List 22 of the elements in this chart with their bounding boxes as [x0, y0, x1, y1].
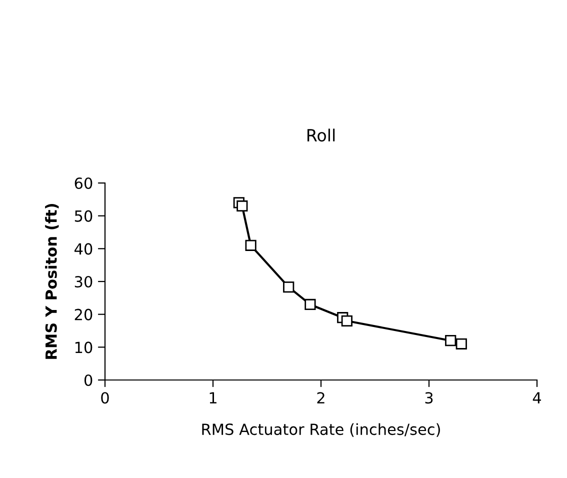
y-tick-label: 50 — [74, 210, 92, 222]
x-tick-label: 4 — [532, 392, 542, 404]
x-tick-label: 1 — [210, 392, 216, 404]
chart-title: Roll — [307, 128, 335, 142]
y-tick-label: 10 — [75, 342, 92, 354]
y-tick-label: 20 — [74, 308, 92, 320]
y-tick-label: 0 — [84, 374, 92, 386]
point — [456, 338, 467, 350]
y-tick-label: 60 — [74, 177, 92, 190]
point — [341, 315, 352, 326]
point — [445, 335, 456, 346]
x-tick-label: 0 — [101, 392, 109, 404]
x-tick-label: 2 — [317, 392, 324, 404]
point — [236, 200, 248, 212]
y-axis-title: RMS Y Positon (ft) — [45, 204, 59, 359]
x-axis-title: RMS Actuator Rate (inches/sec) — [202, 423, 440, 437]
x-tick-label: 3 — [425, 392, 433, 404]
y-tick-label: 30 — [74, 276, 92, 288]
y-tick-label: 40 — [74, 243, 92, 255]
point — [245, 240, 256, 251]
point — [304, 298, 316, 310]
point — [283, 282, 294, 293]
